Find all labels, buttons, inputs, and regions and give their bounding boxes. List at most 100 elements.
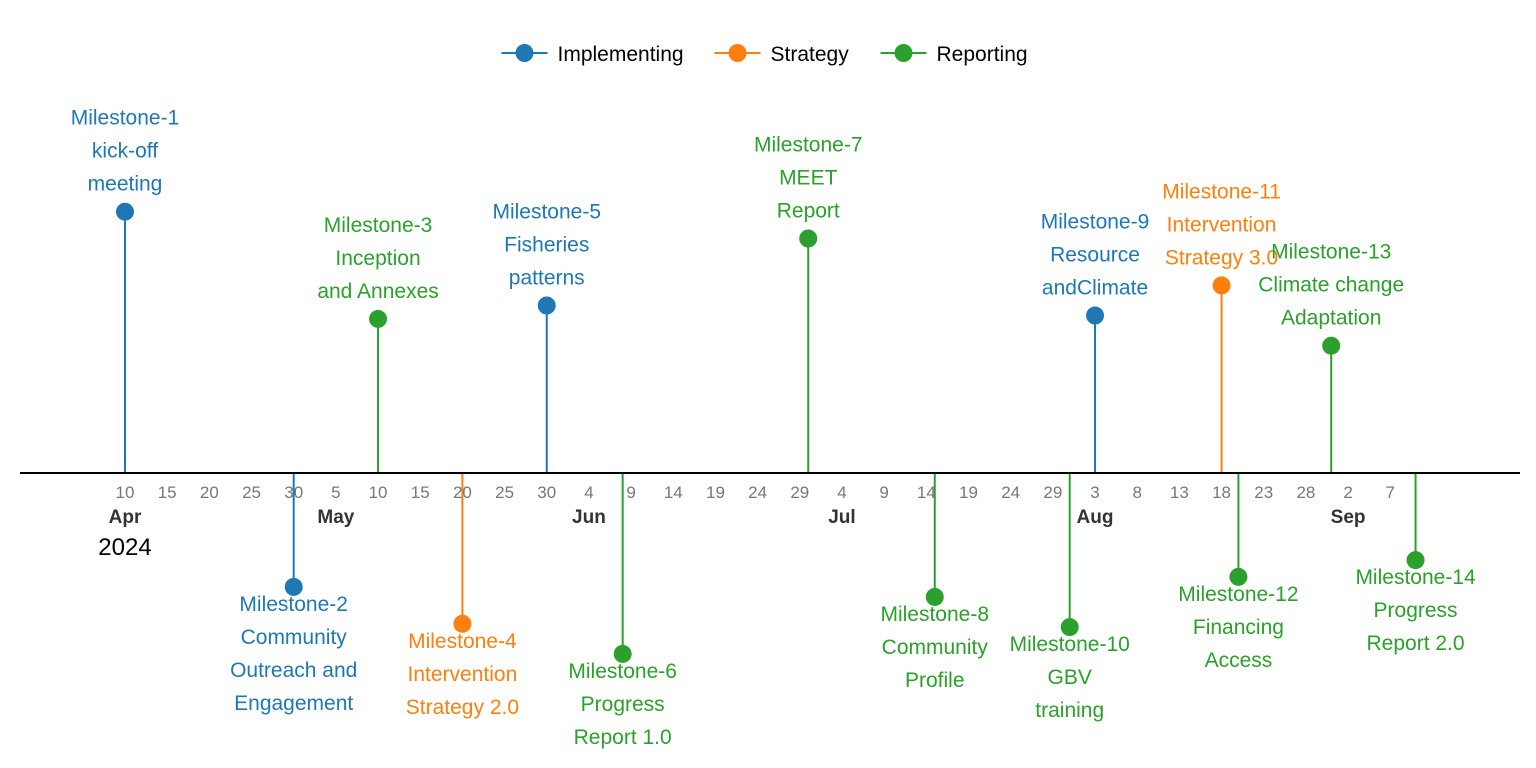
tick-label-2: 20 [200,483,219,502]
milestone-8-label-line-2: Community [882,636,989,659]
milestone-1-label-line-1: Milestone-1 [71,107,180,130]
milestone-7-point [799,229,818,248]
milestone-13-label-line-3: Adaptation [1281,307,1381,330]
milestone-14-label-line-1: Milestone-14 [1355,566,1476,589]
milestone-4-label-line-2: Intervention [408,663,518,686]
milestone-2-label-line-4: Engagement [234,692,353,715]
milestone-12-label-line-3: Access [1205,649,1273,672]
tick-label-8: 20 [453,483,472,502]
milestone-7-label-line-2: MEET [779,167,838,190]
milestone-11-label: Milestone-11 Intervention Strategy 3.0 [1162,180,1281,269]
milestone-7-label-line-3: Report [777,200,840,223]
tick-label-5: 5 [331,483,340,502]
tick-label-4: 30 [284,483,303,502]
tick-label-14: 19 [706,483,725,502]
milestone-4-label-line-3: Strategy 2.0 [406,696,519,719]
tick-label-17: 4 [837,483,846,502]
tick-label-26: 18 [1212,483,1231,502]
milestone-3-label-line-1: Milestone-3 [324,214,433,237]
milestone-4-label: Milestone-4 Intervention Strategy 2.0 [406,630,519,719]
milestone-11-label-line-1: Milestone-11 [1162,180,1281,203]
milestone-10-label-line-1: Milestone-10 [1010,633,1130,656]
milestone-5-point [537,296,556,315]
milestone-8-label: Milestone-8 Community Profile [880,603,989,692]
legend-marker-strategy [728,44,747,62]
tick-label-23: 3 [1090,483,1099,502]
tick-label-25: 13 [1170,483,1189,502]
milestone-2-point [284,577,303,596]
milestone-2-label-line-3: Outreach and [230,659,357,682]
milestone-5-label-line-1: Milestone-5 [492,201,601,224]
month-label-apr: Apr [109,507,142,528]
milestone-6-label-line-1: Milestone-6 [568,660,677,683]
milestone-10-label-line-2: GBV [1048,666,1092,689]
legend-marker-reporting [894,44,913,62]
milestone-8-label-line-3: Profile [905,669,965,692]
milestone-3-label-line-3: and Annexes [317,280,438,303]
milestone-6-label: Milestone-6 Progress Report 1.0 [568,660,677,749]
milestone-10-label-line-3: training [1035,699,1104,722]
milestone-11-point [1212,276,1231,295]
tick-label-3: 25 [242,483,261,502]
axis-month-labels: Apr May Jun Jul Aug Sep [109,507,1366,528]
milestone-14-point [1406,551,1425,570]
milestone-1-label: Milestone-1 kick-off meeting [71,107,180,196]
milestone-13-label: Milestone-13 Climate change Adaptation [1258,241,1404,330]
month-label-may: May [317,507,354,528]
tick-label-11: 4 [584,483,593,502]
tick-label-1: 15 [158,483,177,502]
legend-marker-implementing [515,44,534,62]
milestone-stems [124,211,1417,654]
milestone-3-point [369,309,388,328]
milestone-4-label-line-1: Milestone-4 [408,630,517,653]
milestone-11-label-line-3: Strategy 3.0 [1165,246,1278,269]
milestone-1-label-line-3: meeting [88,173,163,196]
milestone-8-point [925,587,944,606]
tick-label-18: 9 [879,483,888,502]
milestone-14-label-line-3: Report 2.0 [1367,632,1465,655]
milestone-9-label: Milestone-9 Resource andClimate [1041,211,1150,300]
milestone-12-label-line-1: Milestone-12 [1178,583,1298,606]
milestone-3-label: Milestone-3 Inception and Annexes [317,214,438,303]
tick-label-0: 10 [116,483,135,502]
milestone-12-label-line-2: Financing [1193,616,1284,639]
tick-label-9: 25 [495,483,514,502]
tick-label-22: 29 [1043,483,1062,502]
year-label: 2024 [98,534,151,561]
tick-label-29: 2 [1343,483,1352,502]
tick-label-15: 24 [748,483,767,502]
milestone-7-label: Milestone-7 MEET Report [754,134,863,223]
axis-tick-labels: 10 15 20 25 30 5 10 15 20 25 30 4 9 14 19 24 29 4 9 14 19 24 2… [116,483,1395,502]
milestone-2-label-line-1: Milestone-2 [239,593,348,616]
milestone-14-label-line-2: Progress [1374,599,1458,622]
milestone-6-label-line-2: Progress [581,693,665,716]
milestone-9-point [1086,306,1105,325]
milestone-7-label-line-1: Milestone-7 [754,134,863,157]
milestone-5-label-line-2: Fisheries [504,234,589,257]
legend-label-strategy: Strategy [771,43,850,66]
milestone-11-label-line-2: Intervention [1167,213,1277,236]
milestone-9-label-line-2: Resource [1050,244,1140,267]
month-label-jun: Jun [572,507,606,528]
milestone-4-point [453,614,472,633]
tick-label-28: 28 [1296,483,1315,502]
milestone-2-label-line-2: Community [241,626,348,649]
milestone-14-label: Milestone-14 Progress Report 2.0 [1355,566,1476,655]
milestone-13-label-line-1: Milestone-13 [1271,241,1391,264]
milestone-6-label-line-3: Report 1.0 [574,726,672,749]
tick-label-7: 15 [411,483,430,502]
milestone-labels: Milestone-1 kick-off meeting Milestone-2 Com… [71,107,1476,749]
legend: Implementing Strategy Reporting [501,43,1028,66]
milestone-13-label-line-2: Climate change [1258,274,1404,297]
milestone-9-label-line-1: Milestone-9 [1041,211,1150,234]
month-label-aug: Aug [1077,507,1114,528]
tick-label-30: 7 [1386,483,1395,502]
legend-item-strategy: Strategy [714,43,850,66]
milestone-12-point [1229,567,1248,586]
milestone-5-label-line-3: patterns [509,267,585,290]
month-label-jul: Jul [828,507,855,528]
milestone-9-label-line-3: andClimate [1042,277,1148,300]
milestone-13-point [1322,336,1341,355]
tick-label-10: 30 [537,483,556,502]
